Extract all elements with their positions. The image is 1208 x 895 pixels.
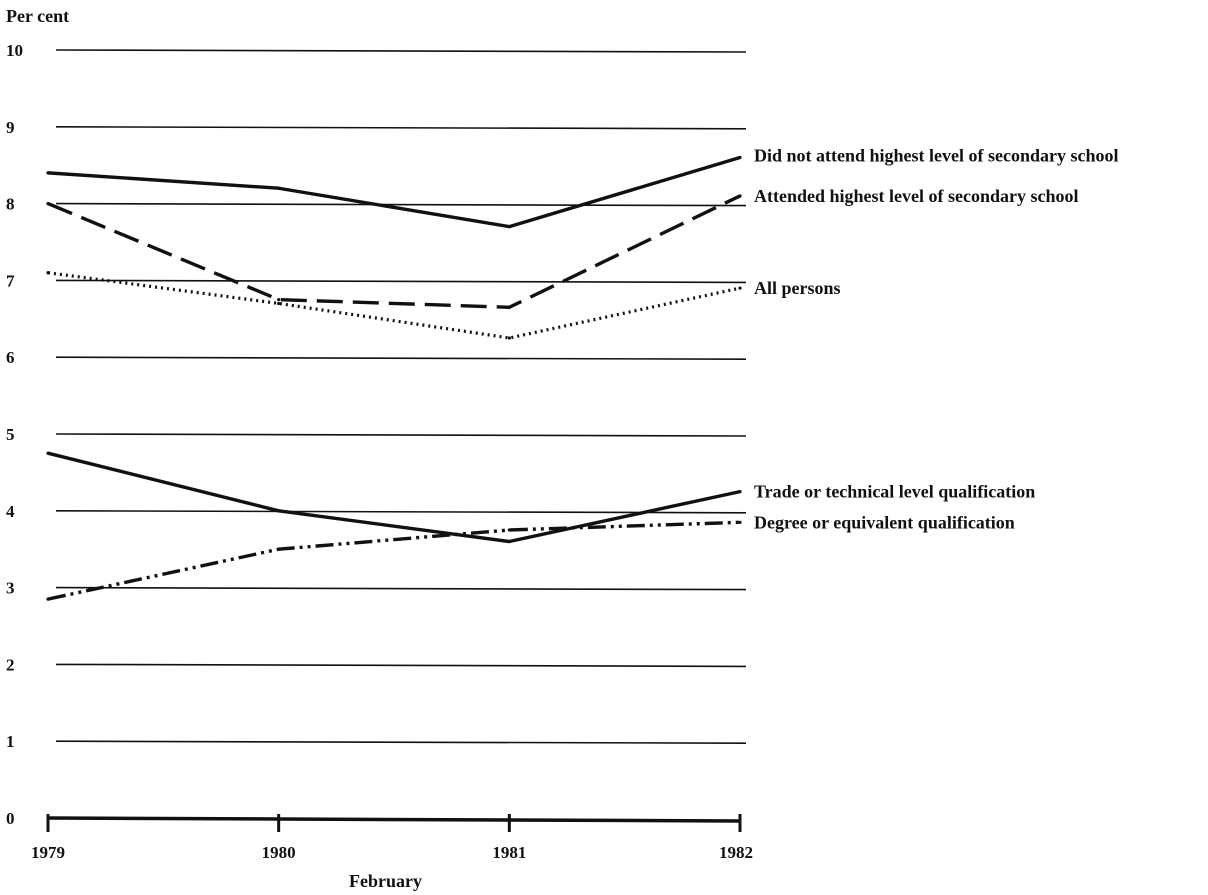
data-point xyxy=(738,155,742,160)
y-tick-label: 4 xyxy=(6,502,15,521)
data-point xyxy=(738,286,742,290)
gridlines xyxy=(55,49,747,745)
y-tick-label: 6 xyxy=(6,348,15,367)
data-point xyxy=(507,305,511,309)
series-lines xyxy=(46,155,742,601)
data-point xyxy=(46,202,50,206)
y-tick-label: 8 xyxy=(6,195,15,214)
gridline xyxy=(55,740,747,745)
data-point xyxy=(507,225,511,229)
x-tick-label: 1979 xyxy=(31,843,65,862)
series-label: Attended highest level of secondary scho… xyxy=(754,186,1078,206)
data-point xyxy=(46,271,50,275)
gridline xyxy=(55,433,747,437)
y-tick-label: 2 xyxy=(6,655,15,674)
data-point xyxy=(46,451,50,455)
data-point xyxy=(738,490,742,494)
series-labels: Did not attend highest level of secondar… xyxy=(754,146,1119,533)
y-tick-label: 9 xyxy=(6,118,15,137)
gridline xyxy=(55,279,747,284)
y-tick-label: 0 xyxy=(6,809,15,828)
x-tick-label: 1980 xyxy=(262,843,296,862)
y-tick-label: 10 xyxy=(6,41,23,60)
series-line xyxy=(47,271,741,340)
data-point xyxy=(507,539,511,544)
gridline xyxy=(55,509,747,514)
data-point xyxy=(46,597,50,601)
x-axis-line xyxy=(47,816,741,823)
y-tick-label: 1 xyxy=(6,732,15,751)
gridline xyxy=(55,356,747,361)
y-tick-label: 7 xyxy=(6,271,15,290)
data-point xyxy=(46,171,50,175)
series-label: Did not attend highest level of secondar… xyxy=(754,146,1119,166)
gridline xyxy=(55,49,747,53)
series-label: All persons xyxy=(754,278,841,298)
x-axis: 1979 1980 1981 1982 xyxy=(31,814,753,862)
y-tick-label: 5 xyxy=(6,425,15,444)
gridline xyxy=(55,126,747,130)
series-label: Degree or equivalent qualification xyxy=(754,512,1015,532)
data-point xyxy=(507,528,511,532)
y-axis-title: Per cent xyxy=(6,6,69,26)
data-point xyxy=(507,336,511,340)
gridline xyxy=(55,586,747,591)
series-line xyxy=(47,155,741,229)
x-axis-title: February xyxy=(349,871,422,891)
series-label: Trade or technical level qualification xyxy=(754,482,1035,502)
series-line xyxy=(47,194,741,309)
data-point xyxy=(277,509,281,513)
series-line xyxy=(47,520,741,601)
data-point xyxy=(277,298,281,302)
data-point xyxy=(277,547,281,551)
data-point xyxy=(738,194,742,198)
x-tick-label: 1981 xyxy=(492,843,526,862)
data-point xyxy=(738,520,742,524)
gridline xyxy=(55,663,747,668)
y-tick-label: 3 xyxy=(6,579,15,598)
gridline xyxy=(55,202,747,207)
x-tick-label: 1982 xyxy=(719,843,753,862)
y-tick-labels: 0 1 2 3 4 5 6 7 8 9 10 xyxy=(6,41,23,828)
data-point xyxy=(277,186,281,190)
data-point xyxy=(277,301,281,306)
series-line xyxy=(47,451,741,544)
